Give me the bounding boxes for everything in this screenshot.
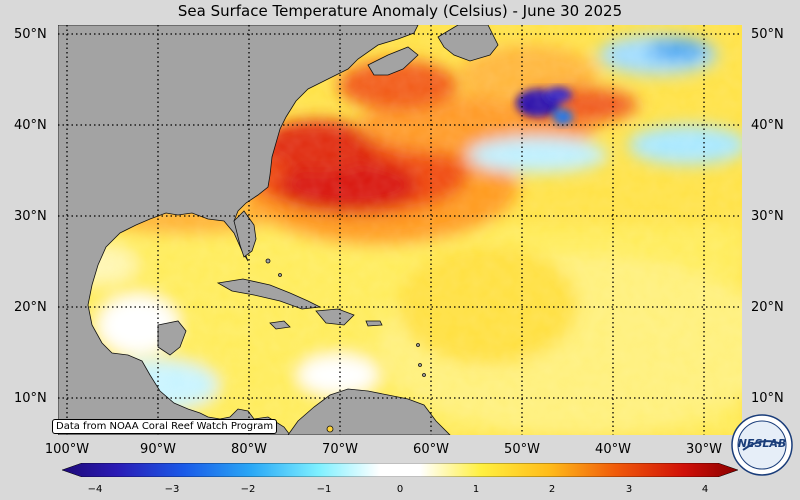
land-masses bbox=[58, 25, 499, 435]
logo-text: NESLAB bbox=[738, 437, 787, 450]
colorbar-tick-4: 4 bbox=[701, 484, 709, 495]
lat-label-10n-right: 10°N bbox=[751, 391, 784, 406]
map-canvas bbox=[58, 25, 742, 435]
lat-label-50n-left: 50°N bbox=[14, 27, 47, 42]
colorbar bbox=[62, 463, 738, 477]
lat-label-10n-left: 10°N bbox=[14, 391, 47, 406]
florida-land bbox=[233, 210, 257, 258]
lon-label-60w: 60°W bbox=[413, 442, 449, 457]
colorbar-tick-3: 3 bbox=[625, 484, 633, 495]
lon-label-80w: 80°W bbox=[231, 442, 267, 457]
lat-label-20n-left: 20°N bbox=[14, 300, 47, 315]
lon-label-100w: 100°W bbox=[44, 442, 90, 457]
lat-label-20n-right: 20°N bbox=[751, 300, 784, 315]
neslab-logo: NESLAB bbox=[731, 414, 793, 476]
lon-label-70w: 70°W bbox=[322, 442, 358, 457]
lon-label-50w: 50°W bbox=[504, 442, 540, 457]
data-credit: Data from NOAA Coral Reef Watch Program bbox=[52, 419, 278, 434]
colorbar-tick-2: 2 bbox=[548, 484, 556, 495]
lon-label-40w: 40°W bbox=[595, 442, 631, 457]
lat-label-50n-right: 50°N bbox=[751, 27, 784, 42]
colorbar-tick-neg2: −2 bbox=[240, 484, 256, 495]
colorbar-tick-neg1: −1 bbox=[316, 484, 332, 495]
colorbar-tick-neg3: −3 bbox=[164, 484, 180, 495]
sst-anomaly-map bbox=[58, 25, 742, 435]
lat-label-40n-right: 40°N bbox=[751, 118, 784, 133]
colorbar-tick-0: 0 bbox=[396, 484, 404, 495]
lon-label-30w: 30°W bbox=[686, 442, 722, 457]
lat-label-30n-left: 30°N bbox=[14, 209, 47, 224]
south-america-land bbox=[287, 388, 451, 435]
colorbar-tick-1: 1 bbox=[472, 484, 480, 495]
north-america-land bbox=[58, 25, 419, 435]
puerto-rico-land bbox=[365, 320, 383, 327]
yucatan-land bbox=[157, 320, 187, 356]
map-title: Sea Surface Temperature Anomaly (Celsius… bbox=[177, 2, 623, 20]
lat-label-30n-right: 30°N bbox=[751, 209, 784, 224]
jamaica-land bbox=[269, 320, 291, 330]
nova-scotia-land bbox=[367, 46, 419, 76]
hispaniola-land bbox=[315, 308, 355, 326]
graticule bbox=[58, 25, 742, 435]
lat-label-40n-left: 40°N bbox=[14, 118, 47, 133]
colorbar-tick-neg4: −4 bbox=[87, 484, 103, 495]
newfoundland-land bbox=[437, 25, 499, 62]
lon-label-90w: 90°W bbox=[140, 442, 176, 457]
